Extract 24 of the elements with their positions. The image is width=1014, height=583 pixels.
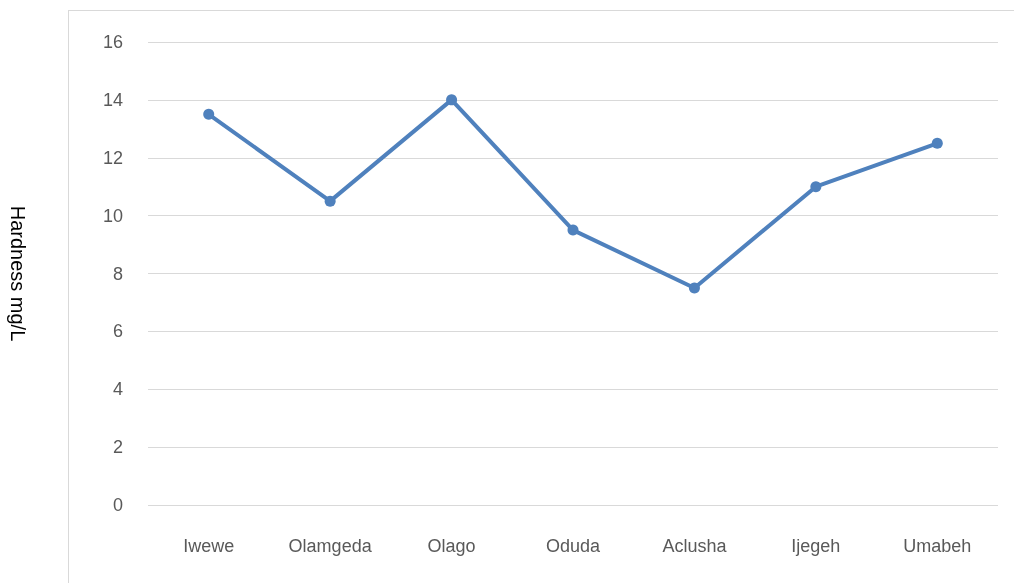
point (688, 282, 700, 294)
y-tick-label: 4 (112, 379, 123, 400)
y-tick-label: 12 (102, 147, 123, 168)
y-tick-label: 10 (102, 205, 123, 226)
x-tick-label: Olago (427, 536, 476, 556)
x-tick-label: Oduda (545, 536, 602, 556)
y-tick-label: 16 (102, 32, 123, 52)
x-tick-label: Aclusha (662, 536, 728, 556)
point (324, 195, 336, 207)
point (203, 108, 215, 120)
y-tick-label: 14 (102, 89, 123, 110)
point (567, 224, 579, 236)
x-tick-label: Ijegeh (791, 536, 841, 556)
y-axis-title: Hardness mg/L (7, 205, 29, 342)
point (931, 137, 943, 149)
x-tick-label: Olamgeda (288, 536, 373, 556)
point (446, 94, 458, 106)
point (810, 181, 822, 193)
y-tick-label: 8 (112, 263, 123, 284)
y-tick-label: 0 (112, 495, 123, 515)
x-tick-label: Umabeh (903, 536, 972, 556)
x-tick-label: Iwewe (183, 536, 235, 556)
y-tick-label: 6 (112, 321, 123, 342)
y-tick-label: 2 (112, 437, 123, 458)
